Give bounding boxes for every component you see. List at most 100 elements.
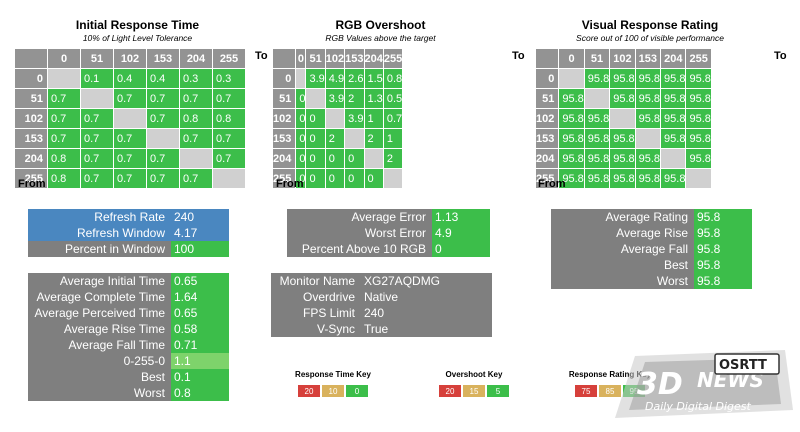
grid-cell: 0.7 xyxy=(382,108,404,129)
grid-cell: 0.8 xyxy=(179,108,213,129)
summary-value: 95.8 xyxy=(694,209,752,225)
summary-value: 0.8 xyxy=(171,385,229,401)
grid-cell: 95.8 xyxy=(634,168,662,189)
grid-cell: 0.3 xyxy=(179,68,213,89)
grid-cell: 0.7 xyxy=(80,148,114,169)
summary-value: True xyxy=(361,321,492,337)
summary-value: Native xyxy=(361,289,492,305)
grid-cell: 95.8 xyxy=(558,128,585,149)
column-header: 51 xyxy=(80,48,114,69)
panel-title: Initial Response Time xyxy=(75,18,200,32)
grid-cell-empty xyxy=(609,108,636,129)
grid-cell: 95.8 xyxy=(634,148,662,169)
grid-cell: 95.8 xyxy=(685,148,712,169)
key-cell-green: 5 xyxy=(486,384,510,398)
grid-corner xyxy=(534,48,560,69)
key-cell-yellow: 15 xyxy=(462,384,486,398)
grid-cell: 0.7 xyxy=(146,108,180,129)
summary-row: V-Sync True xyxy=(271,321,492,337)
logo-brand: 3D xyxy=(637,367,683,402)
row-header: 0 xyxy=(534,68,560,89)
column-header: 255 xyxy=(212,48,246,69)
grid-cell: 95.8 xyxy=(634,88,662,109)
summary-row: 0-255-0 1.1 xyxy=(28,353,229,369)
panel-subtitle: RGB Values above the target xyxy=(325,33,436,43)
grid-row: 153 95.8 95.8 95.8 95.8 95.8 xyxy=(534,128,712,149)
grid-cell: 0.7 xyxy=(80,128,114,149)
summary-value: 0 xyxy=(432,241,490,257)
row-header: 0 xyxy=(271,68,297,89)
grid-corner xyxy=(14,48,48,69)
column-header: 0 xyxy=(558,48,585,69)
key-title: Response Rating Key xyxy=(568,370,652,379)
summary-label: Percent in Window xyxy=(28,241,171,257)
grid-cell: 1 xyxy=(363,108,384,129)
grid-cell: 3.9 xyxy=(305,68,326,89)
key-title: Response Time Key xyxy=(295,370,371,379)
column-header: 255 xyxy=(382,48,404,69)
column-header: 51 xyxy=(305,48,326,69)
grid-cell: 0.4 xyxy=(146,68,180,89)
grid-cell: 95.8 xyxy=(685,68,712,89)
grid-cell: 4.9 xyxy=(324,68,346,89)
summary-value: XG27AQDMG xyxy=(361,273,492,289)
grid-cell: 0.7 xyxy=(146,168,180,189)
grid-cell: 95.8 xyxy=(609,88,636,109)
grid-row: 255 95.8 95.8 95.8 95.8 95.8 xyxy=(534,168,712,189)
summary-row: FPS Limit 240 xyxy=(271,305,492,321)
grid-cell: 0 xyxy=(324,168,346,189)
grid-cell: 2 xyxy=(363,128,384,149)
grid-cell: 0 xyxy=(295,128,307,149)
grid-row: 51 0 3.9 2 1.3 0.5 xyxy=(271,88,404,109)
grid-row: 51 0.7 0.7 0.7 0.7 0.7 xyxy=(14,88,246,109)
grid-cell: 0 xyxy=(305,148,326,169)
panel-subtitle: 10% of Light Level Tolerance xyxy=(82,33,193,43)
rating-grid: 0 51 102 153 204 255 0 95.8 95.8 95.8 95.8 95.8 51 95… xyxy=(534,48,712,189)
column-header: 255 xyxy=(685,48,712,69)
column-header: 102 xyxy=(113,48,147,69)
grid-cell: 0 xyxy=(305,108,326,129)
summary-value: 0.58 xyxy=(171,321,229,337)
grid-cell: 0 xyxy=(305,168,326,189)
summary-row: Overdrive Native xyxy=(271,289,492,305)
summary-label: FPS Limit xyxy=(271,305,361,321)
row-header: 153 xyxy=(14,128,48,149)
row-header: 102 xyxy=(271,108,297,129)
summary-row: Percent in Window 100 xyxy=(28,241,229,257)
grid-cell: 95.8 xyxy=(558,168,585,189)
grid-cell: 3.9 xyxy=(324,88,346,109)
grid-corner xyxy=(271,48,297,69)
grid-cell: 0.4 xyxy=(113,68,147,89)
grid-cell: 95.8 xyxy=(660,88,687,109)
grid-cell: 0.8 xyxy=(47,168,81,189)
to-label: To xyxy=(774,50,787,62)
summary-label: Average Rating xyxy=(551,209,694,225)
logo-osrtt: OSRTT xyxy=(719,358,767,373)
column-header: 153 xyxy=(146,48,180,69)
grid-cell-empty xyxy=(47,68,81,89)
grid-cell-empty xyxy=(179,148,213,169)
summary-label: Best xyxy=(551,257,694,273)
row-header: 153 xyxy=(534,128,560,149)
row-header: 204 xyxy=(534,148,560,169)
grid-cell: 2.6 xyxy=(344,68,365,89)
grid-row: 204 0.8 0.7 0.7 0.7 0.7 xyxy=(14,148,246,169)
summary-row: Average Fall 95.8 xyxy=(551,241,752,257)
grid-cell-empty xyxy=(685,168,712,189)
summary-row: Average Complete Time 1.64 xyxy=(28,289,229,305)
from-label: From xyxy=(18,178,46,190)
grid-row: 153 0 0 2 2 1 xyxy=(271,128,404,149)
grid-cell: 0.7 xyxy=(113,128,147,149)
summary-value: 1.1 xyxy=(171,353,229,369)
grid-cell: 2 xyxy=(344,88,365,109)
grid-cell: 0.7 xyxy=(146,88,180,109)
summary-row: Average Rise 95.8 xyxy=(551,225,752,241)
grid-cell: 0 xyxy=(295,108,307,129)
grid-cell: 0.7 xyxy=(212,128,246,149)
summary-row: Monitor Name XG27AQDMG xyxy=(271,273,492,289)
summary-row: Percent Above 10 RGB 0 xyxy=(287,241,490,257)
grid-cell-empty xyxy=(634,128,662,149)
grid-row: 204 0 0 0 0 2 xyxy=(271,148,404,169)
row-header: 51 xyxy=(271,88,297,109)
grid-cell: 95.8 xyxy=(583,68,611,89)
